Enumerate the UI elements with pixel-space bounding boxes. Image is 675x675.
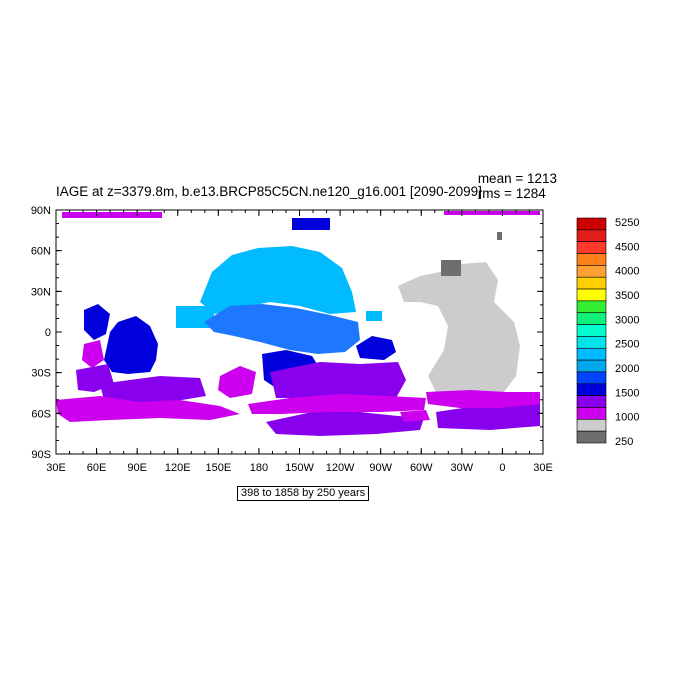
lon-label: 30E (533, 462, 553, 474)
lat-label: 90N (31, 205, 51, 217)
labelbar-box (576, 383, 607, 396)
longitude-labels: 30E 60E 90E 120E 150E 180 150W 120W 90W 60W 30W 0 30… (46, 462, 553, 474)
labelbar-label: 4000 (615, 266, 639, 278)
labelbar-box (576, 347, 607, 361)
region-west-indian-magenta (82, 340, 104, 368)
region-southwest-pacific-magenta (218, 366, 256, 398)
region-arctic-east (444, 211, 540, 215)
labelbar-boxes (576, 217, 607, 444)
labelbar-box (576, 217, 607, 231)
region-arctic-speck (497, 232, 502, 240)
labelbar-box (576, 253, 607, 266)
region-antarctic-atlantic-purple (436, 402, 540, 430)
lon-label: 30W (451, 462, 474, 474)
lon-label: 30E (46, 462, 66, 474)
labelbar-box (576, 430, 607, 444)
region-east-africa-blue (84, 304, 110, 340)
lon-label: 120W (326, 462, 355, 474)
labelbar-box (576, 241, 607, 254)
region-southeast-pacific (356, 336, 396, 360)
lon-label: 90W (369, 462, 392, 474)
region-arctic-west (62, 212, 162, 218)
labelbar-box (576, 359, 607, 373)
labelbar-label: 3000 (615, 314, 639, 326)
labelbar-label: 2000 (615, 363, 639, 375)
labelbar-box (576, 395, 607, 408)
map-regions (56, 211, 540, 436)
labelbar-box (576, 407, 607, 420)
labelbar-label: 3500 (615, 290, 639, 302)
labelbar-box (576, 265, 607, 278)
region-gray-dark (441, 260, 461, 276)
region-antarctic-magenta (400, 410, 430, 422)
labelbar-label: 250 (615, 436, 633, 448)
labelbar-label: 2500 (615, 339, 639, 351)
labelbar-box (576, 276, 607, 290)
region-south-pacific-magenta (248, 394, 426, 414)
lat-label: 30N (31, 286, 51, 298)
map-ticks (55, 209, 544, 455)
lat-label: 0 (45, 327, 51, 339)
rms-value: rms = 1284 (477, 186, 546, 201)
region-southern-band-purple (100, 376, 206, 404)
lat-label: 60S (31, 408, 51, 420)
lon-label: 0 (499, 462, 505, 474)
lon-label: 150E (205, 462, 231, 474)
region-arctic-blue (292, 218, 330, 230)
region-equatorial-pacific (204, 304, 360, 354)
region-south-indian-magenta (56, 396, 240, 422)
contour-info-box: 398 to 1858 by 250 years (237, 486, 370, 501)
labelbar-label: 4500 (615, 241, 639, 253)
latitude-labels: 90N 60N 30N 0 30S 60S 90S (31, 205, 51, 461)
region-south-atlantic-magenta (426, 390, 540, 408)
lon-label: 150W (285, 462, 314, 474)
region-antarctic-pacific-purple (266, 412, 424, 436)
lon-label: 60E (87, 462, 107, 474)
region-pacific-patch-2 (366, 311, 382, 321)
labelbar-label: 1000 (615, 412, 639, 424)
lon-label: 90E (127, 462, 147, 474)
lon-label: 60W (410, 462, 433, 474)
labelbar-box (576, 419, 607, 432)
region-indian-ocean (104, 316, 158, 374)
region-south-pacific-purple (270, 362, 406, 402)
labelbar-label: 1500 (615, 387, 639, 399)
labelbar-label: 5250 (615, 217, 639, 229)
plot-title: IAGE at z=3379.8m, b.e13.BRCP85C5CN.ne12… (56, 184, 482, 199)
lat-label: 30S (31, 368, 51, 380)
lon-label: 180 (250, 462, 268, 474)
mean-value: mean = 1213 (477, 171, 557, 186)
lon-label: 120E (165, 462, 191, 474)
plot-stats: mean = 1213 rms = 1284 (478, 171, 557, 201)
region-north-pacific (200, 246, 356, 314)
labelbar-box (576, 336, 607, 349)
labelbar-box (576, 229, 607, 242)
labelbar-box (576, 324, 607, 337)
labelbar-box (576, 288, 607, 302)
lat-label: 90S (31, 449, 51, 461)
labelbar-labels: 5250 4500 4000 3500 3000 2500 2000 1500 1000 250 (615, 217, 639, 448)
lat-label: 60N (31, 246, 51, 258)
labelbar-box (576, 312, 607, 325)
region-north-atlantic (398, 262, 520, 396)
labelbar-box (576, 371, 607, 385)
labelbar-box (576, 300, 607, 314)
